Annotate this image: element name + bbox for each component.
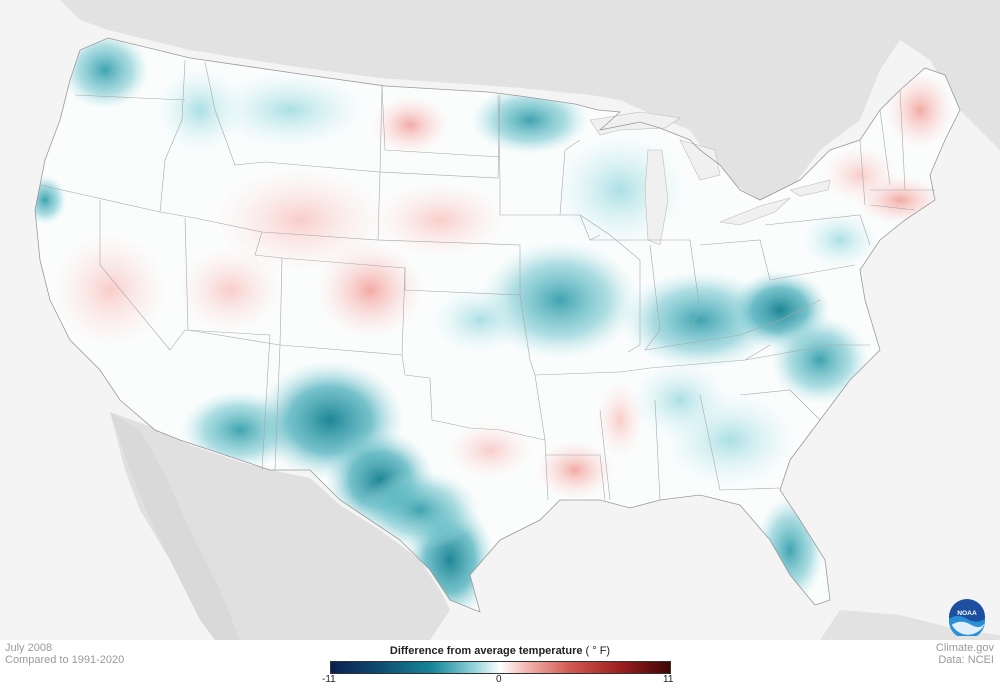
great-lakes xyxy=(589,111,831,246)
month-label: July 2008 xyxy=(5,642,53,654)
legend-title: Difference from average temperature ( ° … xyxy=(330,645,670,658)
legend-title-text: Difference from average temperature xyxy=(389,645,583,657)
source-label: Climate.gov xyxy=(935,642,994,654)
data-source-label: Data: NCEI xyxy=(938,654,994,666)
baja-california xyxy=(110,412,240,640)
legend-min-label: -11 xyxy=(322,674,336,685)
baseline-label: Compared to 1991-2020 xyxy=(5,654,125,666)
anomaly-field xyxy=(35,38,955,612)
legend-colorbar xyxy=(330,661,671,674)
legend-unit: ( ° F) xyxy=(585,645,611,657)
canada-land xyxy=(60,0,1000,200)
us-outline xyxy=(34,37,961,613)
noaa-logo-text: NOAA xyxy=(957,610,977,617)
legend-mid-label: 0 xyxy=(496,674,502,685)
noaa-logo: NOAA xyxy=(948,598,986,636)
legend-max-label: 11 xyxy=(663,674,674,685)
temperature-anomaly-map xyxy=(34,0,1000,640)
state-borders xyxy=(39,59,935,501)
